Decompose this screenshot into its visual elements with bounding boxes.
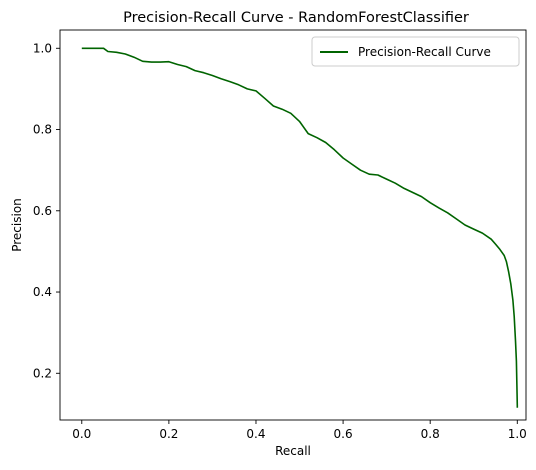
y-axis-label: Precision [10,198,24,252]
legend: Precision-Recall Curve [311,36,520,67]
x-tick-label: 0.4 [246,427,265,441]
y-tick-label: 0.2 [33,366,52,380]
x-tick-label: 0.6 [334,427,353,441]
y-axis-ticks: 0.2 0.4 0.6 0.8 1.0 [33,41,60,380]
plot-area-frame [59,29,527,421]
x-tick-label: 0.2 [159,427,178,441]
x-tick-label: 0.0 [72,427,91,441]
series-layer [81,47,519,408]
y-tick-label: 0.6 [33,204,52,218]
legend-box [311,36,520,67]
x-tick-label: 0.8 [421,427,440,441]
y-tick-label: 1.0 [33,41,52,55]
x-tick-label: 1.0 [508,427,527,441]
legend-label: Precision-Recall Curve [358,45,491,59]
y-tick-label: 0.4 [33,285,52,299]
y-tick-label: 0.8 [33,123,52,137]
x-axis-ticks: 0.0 0.2 0.4 0.6 0.8 1.0 [72,420,527,441]
x-axis-label: Recall [275,444,311,458]
pr-curve-line [81,47,519,408]
chart-title: Precision-Recall Curve - RandomForestCla… [123,10,469,26]
